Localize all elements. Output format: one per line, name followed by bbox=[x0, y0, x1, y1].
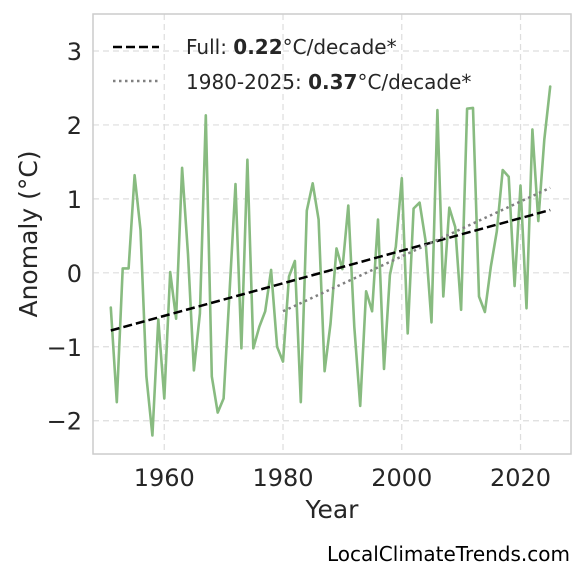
legend-1980-suffix: °C/decade* bbox=[357, 70, 471, 94]
anomaly-series-line bbox=[109, 85, 552, 437]
legend-1980-prefix: 1980-2025: bbox=[186, 70, 308, 94]
y-tick-label: −2 bbox=[47, 408, 82, 436]
legend-1980-value: 0.37 bbox=[308, 70, 357, 94]
x-tick-label: 2020 bbox=[490, 464, 551, 492]
y-tick-label: 0 bbox=[67, 260, 82, 288]
full-trend-line bbox=[110, 208, 551, 332]
x-tick-label: 2000 bbox=[371, 464, 432, 492]
legend-full-value: 0.22 bbox=[233, 35, 282, 59]
recent-trend-line bbox=[282, 186, 551, 313]
legend-entry-1980-2025: 1980-2025: 0.37°C/decade* bbox=[186, 70, 471, 94]
legend: Full: 0.22°C/decade* 1980-2025: 0.37°C/d… bbox=[113, 35, 471, 94]
series-layer bbox=[109, 85, 552, 437]
x-tick-label: 1980 bbox=[252, 464, 313, 492]
x-axis-label: Year bbox=[305, 495, 360, 524]
legend-full-suffix: °C/decade* bbox=[283, 35, 397, 59]
y-tick-label: 1 bbox=[67, 186, 82, 214]
legend-full-prefix: Full: bbox=[186, 35, 233, 59]
footer-credit: LocalClimateTrends.com bbox=[327, 542, 570, 566]
y-tick-label: 2 bbox=[67, 112, 82, 140]
y-tick-label: −1 bbox=[47, 334, 82, 362]
y-tick-labels: 3 2 1 0 −1 −2 bbox=[47, 38, 82, 436]
y-axis-label: Anomaly (°C) bbox=[14, 150, 43, 317]
plot-frame bbox=[92, 13, 572, 455]
plot-background bbox=[93, 14, 571, 454]
x-tick-label: 1960 bbox=[134, 464, 195, 492]
y-tick-label: 3 bbox=[67, 38, 82, 66]
x-tick-labels: 1960 1980 2000 2020 bbox=[134, 464, 551, 492]
grid-lines bbox=[93, 14, 571, 454]
legend-entry-full: Full: 0.22°C/decade* bbox=[186, 35, 397, 59]
